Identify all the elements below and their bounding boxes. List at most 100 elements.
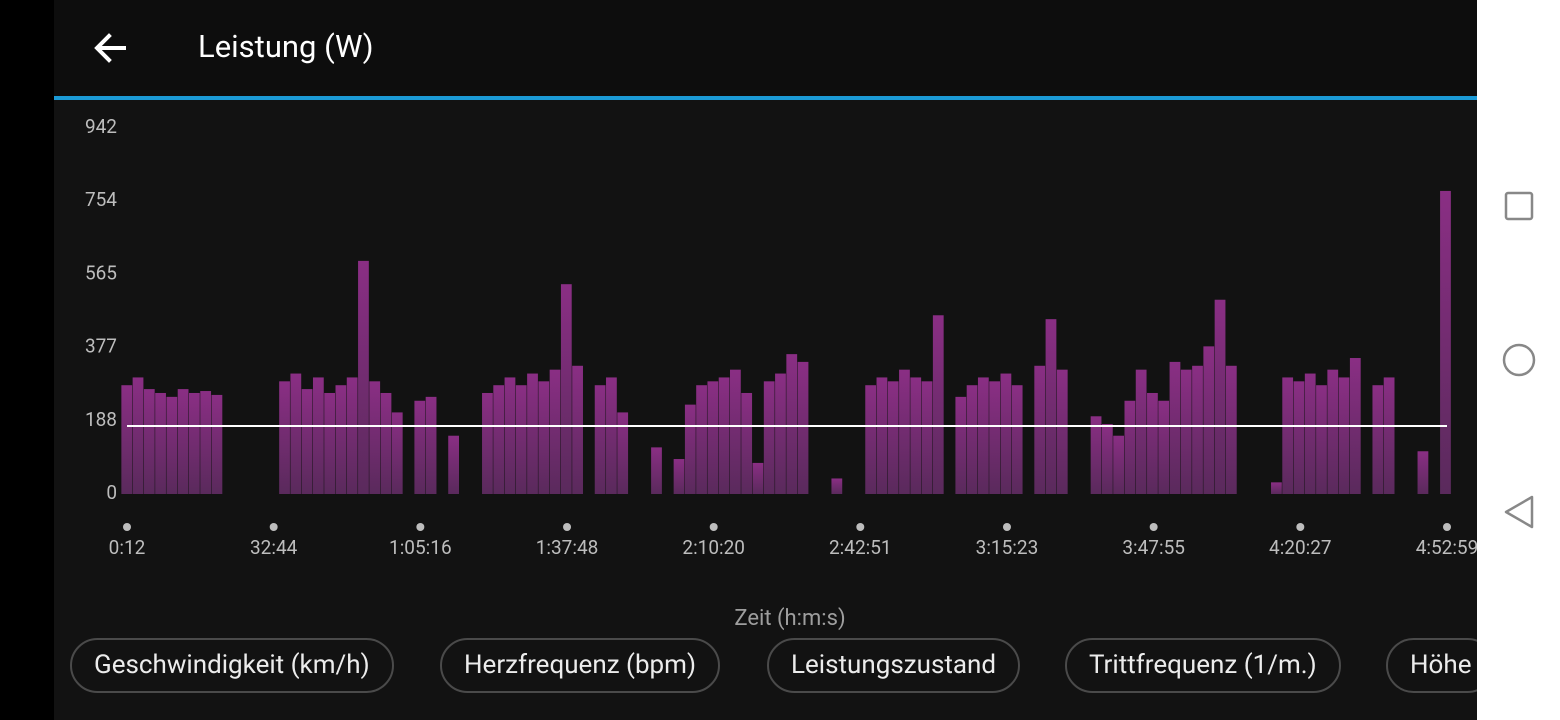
x-tick-dot	[416, 523, 425, 531]
home[interactable]	[1502, 343, 1536, 377]
x-tick-label: 32:44	[250, 536, 298, 559]
bar	[707, 381, 719, 494]
bar	[1214, 299, 1226, 494]
back-nav[interactable]	[1504, 495, 1534, 529]
bar	[910, 377, 922, 494]
chart-chip[interactable]: Höhe	[1386, 638, 1477, 693]
x-axis-title: Zeit (h:m:s)	[734, 606, 845, 631]
bar	[425, 396, 437, 494]
chart-chip[interactable]: Trittfrequenz (1/m.)	[1065, 638, 1341, 693]
bar	[673, 459, 685, 494]
bar	[1316, 385, 1327, 494]
bar	[312, 377, 324, 494]
bar	[527, 373, 538, 494]
bar	[1304, 373, 1316, 494]
bar	[358, 260, 369, 494]
chart-chip[interactable]: Herzfrequenz (bpm)	[440, 638, 720, 693]
x-tick-label: 4:20:27	[1269, 536, 1332, 559]
x-tick-label: 3:47:55	[1122, 536, 1185, 559]
bar	[572, 365, 583, 494]
chart-chip[interactable]: Leistungszustand	[767, 638, 1021, 693]
bar	[448, 435, 459, 494]
bar	[1338, 377, 1350, 494]
bar	[741, 392, 753, 494]
bar	[414, 400, 426, 494]
bar	[899, 369, 910, 494]
y-tick-label: 942	[85, 115, 117, 138]
bar	[865, 385, 877, 494]
bar	[763, 381, 775, 494]
bar	[651, 447, 662, 494]
bar	[549, 369, 561, 494]
bar	[1169, 361, 1181, 494]
x-tick-dot	[856, 523, 865, 531]
bar	[786, 354, 798, 494]
back-button[interactable]	[90, 28, 130, 68]
bar	[730, 369, 741, 494]
bar	[211, 394, 223, 494]
bar	[1282, 377, 1294, 494]
bar	[752, 462, 764, 494]
bar	[1293, 381, 1305, 494]
x-tick-dot	[709, 523, 718, 531]
bar	[1147, 392, 1158, 494]
chart: 0 188 377 565 754 942 0:12 32:44 1:05:16 1:37:48 2…	[85, 115, 1477, 631]
bar	[594, 385, 606, 494]
recent-apps[interactable]	[1504, 191, 1534, 221]
x-tick-label: 0:12	[109, 536, 146, 559]
y-tick-label: 188	[85, 408, 117, 431]
x-tick-dot	[1443, 523, 1451, 531]
bar	[1045, 319, 1057, 494]
bar	[188, 392, 200, 494]
bar	[335, 385, 347, 494]
bar	[391, 412, 403, 494]
bar	[1158, 400, 1170, 494]
bar	[1180, 369, 1192, 494]
bar	[1192, 365, 1203, 494]
bar	[989, 381, 1001, 494]
x-tick-label: 1:05:16	[389, 536, 452, 559]
y-tick-label: 0	[106, 481, 117, 504]
bar	[493, 385, 505, 494]
bar	[876, 377, 888, 494]
bar	[504, 377, 516, 494]
y-tick-label: 754	[85, 188, 117, 211]
bar	[155, 392, 166, 494]
bar	[606, 377, 617, 494]
bar	[1124, 400, 1136, 494]
x-tick-dot	[1002, 523, 1011, 531]
x-tick-label: 2:42:51	[829, 536, 892, 559]
bar	[932, 315, 944, 494]
nav-bar	[1477, 0, 1560, 720]
bar	[1101, 424, 1113, 494]
bar	[1327, 369, 1339, 494]
y-tick-label: 565	[85, 261, 117, 284]
bar	[797, 361, 809, 494]
accent-line	[54, 96, 1477, 100]
bar	[831, 478, 843, 494]
x-tick-dot	[123, 523, 131, 531]
bar	[143, 389, 155, 494]
app: Leistung (W) 0 188 377 565 754 942 0:12 32:44 1:…	[54, 0, 1477, 720]
bar	[921, 381, 933, 494]
x-tick-label: 3:15:23	[976, 536, 1039, 559]
bar	[1383, 377, 1395, 494]
bar	[1135, 369, 1147, 494]
bar	[1113, 435, 1124, 494]
bar	[346, 377, 358, 494]
bar	[1440, 190, 1451, 494]
page-title: Leistung (W)	[198, 28, 374, 65]
bar	[977, 377, 989, 494]
bar	[617, 412, 629, 494]
bar	[775, 373, 786, 494]
bar	[1000, 373, 1012, 494]
bar	[1372, 385, 1384, 494]
bar	[166, 396, 178, 494]
bar	[132, 377, 144, 494]
chart-chip[interactable]: Geschwindigkeit (km/h)	[70, 638, 394, 693]
bar	[1090, 416, 1102, 494]
nav-icons	[1502, 191, 1536, 529]
bar	[1056, 369, 1068, 494]
x-tick-label: 4:52:59	[1416, 536, 1477, 559]
